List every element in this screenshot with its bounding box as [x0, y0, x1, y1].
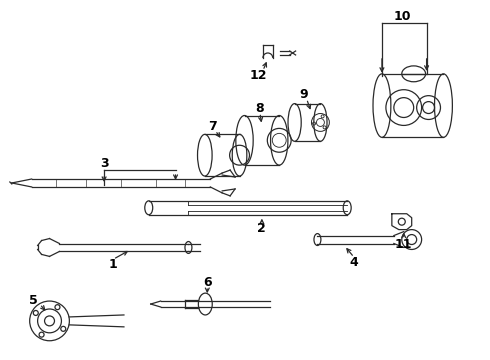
Text: 8: 8 — [256, 102, 264, 115]
Text: 9: 9 — [299, 88, 308, 101]
Text: 3: 3 — [100, 157, 108, 170]
Text: 1: 1 — [109, 258, 118, 271]
Text: 11: 11 — [395, 238, 413, 251]
Text: 12: 12 — [249, 69, 267, 82]
Text: 7: 7 — [208, 120, 217, 133]
Text: 5: 5 — [29, 293, 38, 307]
Text: 2: 2 — [257, 222, 266, 235]
Text: 4: 4 — [350, 256, 359, 269]
Text: 10: 10 — [394, 10, 412, 23]
Text: 6: 6 — [203, 276, 212, 289]
